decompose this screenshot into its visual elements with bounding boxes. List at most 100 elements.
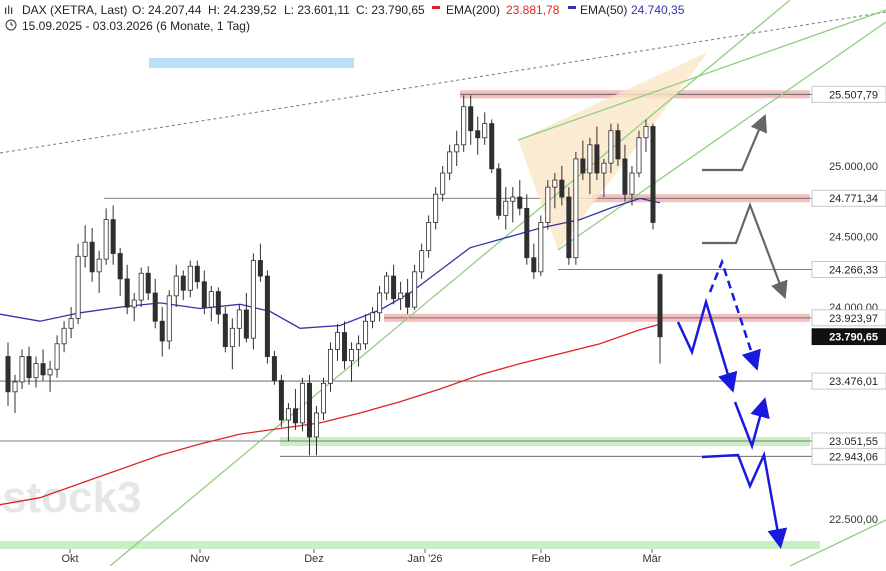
price-label-text: 24.771,34: [829, 193, 878, 205]
candle: [510, 187, 516, 223]
price-label-box: [811, 85, 886, 103]
candle-body-down: [5, 356, 11, 393]
candle-body-up: [299, 382, 305, 424]
candle-body-down: [468, 106, 474, 132]
candle: [356, 335, 362, 367]
candle: [264, 270, 270, 364]
candle: [545, 180, 551, 230]
candle-body-down: [292, 408, 298, 424]
candle-body-up: [349, 349, 355, 362]
candle: [552, 173, 558, 209]
candle: [454, 130, 460, 166]
candle-body-down: [524, 207, 530, 259]
x-tick-label: Okt: [61, 553, 78, 565]
ema50-legend-swatch: [568, 6, 576, 9]
candle-body-up: [75, 255, 81, 319]
candle: [335, 324, 341, 361]
candle-body-up: [19, 356, 25, 383]
candle-body-up: [96, 258, 102, 273]
candle: [629, 165, 635, 206]
support-zone-23050: [280, 436, 810, 446]
candle-body-down: [531, 257, 537, 273]
price-level-label: 24.771,34: [811, 189, 886, 207]
candle-body-down: [215, 291, 221, 315]
candle-body-up: [503, 200, 509, 216]
candle: [313, 405, 319, 456]
candles-layer: [5, 95, 663, 456]
wedge-lower-line: [557, 21, 886, 251]
candle-body-down: [89, 241, 95, 273]
candle-body-up: [61, 327, 67, 345]
scenario-layer: [676, 113, 788, 549]
candle-body-down: [622, 158, 628, 195]
y-tick-label: 24.500,00: [829, 232, 878, 244]
candle: [489, 119, 495, 174]
candle: [587, 137, 593, 195]
candle: [327, 342, 333, 392]
price-label-box: [811, 372, 886, 390]
candle: [61, 321, 67, 353]
candle-body-down: [222, 313, 228, 348]
candle-body-up: [187, 265, 193, 291]
price-label-box: [811, 261, 886, 278]
candle: [96, 250, 102, 294]
dashed-trendline: [0, 11, 886, 154]
candle: [33, 356, 39, 388]
price-level-label: 25.507,79: [811, 85, 886, 103]
candle: [524, 194, 530, 265]
candle: [173, 264, 179, 308]
candle: [229, 318, 235, 370]
candle-body-up: [538, 222, 544, 273]
candle: [250, 253, 256, 350]
candle: [299, 377, 305, 432]
x-tick-label: Mär: [643, 553, 662, 565]
clock-icon: [5, 19, 17, 31]
candle-body-up: [510, 196, 516, 202]
candle-body-up: [377, 292, 383, 314]
candle-body-up: [138, 272, 144, 301]
candle-body-down: [257, 260, 263, 277]
candle: [194, 260, 200, 289]
price-label-text: 23.476,01: [829, 376, 878, 388]
candle: [622, 144, 628, 202]
candle: [636, 130, 642, 178]
candle-body-down: [657, 274, 663, 338]
candle: [419, 243, 425, 279]
candle: [426, 215, 432, 258]
candle-body-up: [573, 158, 579, 259]
candle-body-down: [496, 168, 502, 216]
levels-layer: [0, 93, 818, 457]
x-tick-label: Feb: [532, 553, 551, 565]
candle-body-up: [12, 381, 18, 393]
candle: [243, 293, 249, 343]
candle-body-up: [313, 412, 319, 438]
chart-header: ılı DAX (XETRA, Last) O: 24.207,44 H: 24…: [4, 3, 685, 33]
candle: [531, 243, 537, 279]
candle: [657, 273, 663, 364]
candle: [26, 346, 32, 385]
candle: [363, 314, 369, 350]
candle: [391, 264, 397, 305]
candle-body-up: [208, 291, 214, 308]
long-uptrend-line: [109, 0, 791, 567]
candle-body-up: [433, 193, 439, 223]
scenario-blue-dashed: [708, 258, 761, 371]
candle-body-up: [370, 312, 376, 322]
support-zone-bottom: [0, 541, 820, 549]
candle-body-up: [250, 260, 256, 339]
candle: [559, 165, 565, 206]
x-axis: Okt Nov Dez Jan '26 Feb Mär: [61, 549, 662, 565]
y-tick-label: 25.000,00: [829, 161, 878, 173]
candle-body-down: [580, 158, 586, 174]
price-label-text: 23.051,55: [829, 436, 878, 448]
candle-body-up: [412, 271, 418, 308]
candle-body-up: [236, 309, 242, 329]
candle: [650, 123, 656, 230]
candle-body-up: [131, 299, 137, 308]
candle-body-up: [356, 343, 362, 350]
candle-body-up: [166, 295, 172, 342]
candle-body-down: [159, 320, 165, 342]
ema200-legend-label: EMA(200): [446, 3, 500, 17]
x-tick-label: Nov: [190, 553, 210, 565]
candle-body-down: [278, 380, 284, 421]
